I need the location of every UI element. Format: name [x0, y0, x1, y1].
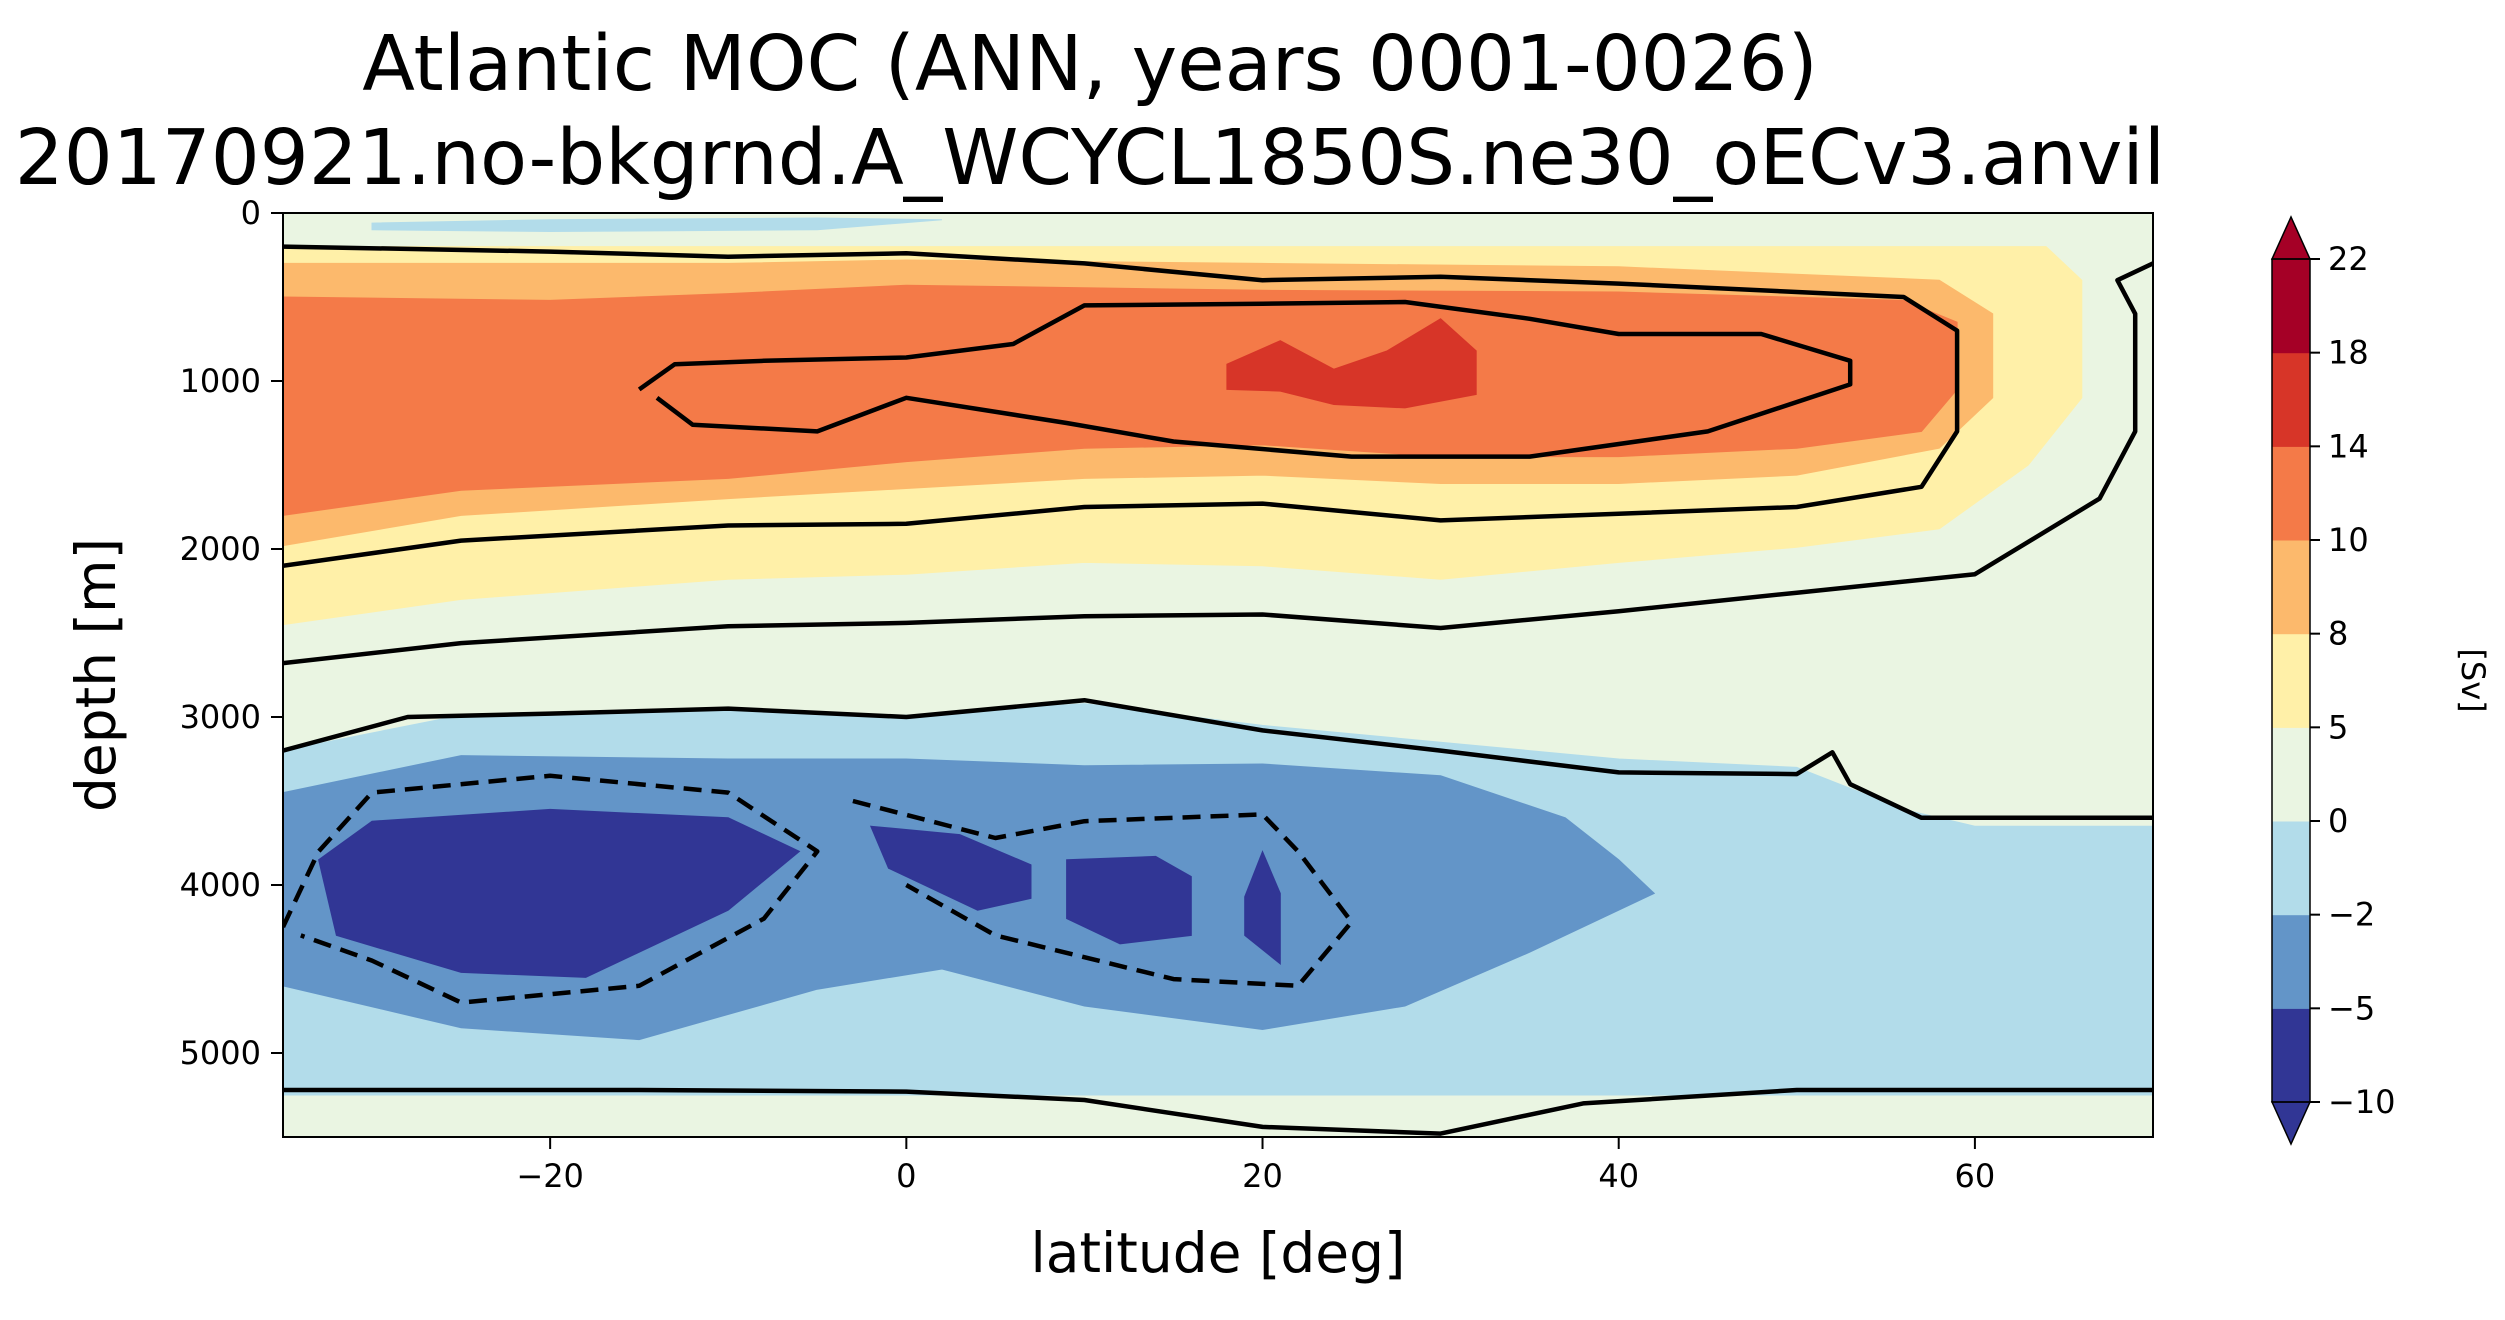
- chart-title: Atlantic MOC (ANN, years 0001-0026): [362, 20, 1818, 109]
- x-axis-title: latitude [deg]: [1030, 1221, 1405, 1285]
- contour-region-4: [1226, 318, 1477, 409]
- colorbar-tick-label: −10: [2328, 1083, 2396, 1121]
- colorbar-segment: [2272, 259, 2310, 354]
- colorbar-segment: [2272, 1008, 2310, 1103]
- contour-region-8: [869, 825, 1032, 911]
- dashed-contour-5: [283, 773, 820, 1005]
- colorbar-tick-label: 8: [2328, 615, 2348, 653]
- y-tick-label: 2000: [180, 530, 261, 568]
- colorbar-segment: [2272, 633, 2310, 728]
- y-tick-label: 4000: [180, 866, 261, 904]
- contour-fill-layer: [283, 213, 2153, 1096]
- x-tick-label: 0: [896, 1157, 916, 1195]
- colorbar: −10 −5 −2 0 5 8 10 14 18 22 [Sv]: [2270, 215, 2492, 1146]
- y-axis: 0 1000 2000 3000 4000 5000: [180, 194, 283, 1072]
- plot-frame: [282, 212, 2154, 1138]
- colorbar-segment: [2272, 914, 2310, 1009]
- colorbar-tick-label: 18: [2328, 334, 2369, 372]
- contour-region-11: [371, 217, 943, 233]
- colorbar-segment: [2272, 821, 2310, 916]
- y-tick-label: 1000: [180, 362, 261, 400]
- colorbar-extend-min: [2270, 1101, 2312, 1146]
- chart-subtitle: 20170921.no-bkgrnd.A_WCYCL1850S.ne30_oEC…: [14, 114, 2166, 203]
- colorbar-segment: [2272, 727, 2310, 822]
- colorbar-tick-label: 5: [2328, 708, 2348, 746]
- colorbar-tick-label: 0: [2328, 802, 2348, 840]
- colorbar-tick-label: −5: [2328, 989, 2375, 1027]
- x-tick-label: 20: [1242, 1157, 1283, 1195]
- y-axis-title: depth [m]: [64, 538, 128, 812]
- colorbar-tick-label: −2: [2328, 896, 2375, 934]
- y-tick-label: 5000: [180, 1034, 261, 1072]
- x-tick-label: −20: [516, 1157, 584, 1195]
- colorbar-extend-max: [2270, 215, 2312, 260]
- colorbar-segment: [2272, 446, 2310, 541]
- colorbar-tick-label: 22: [2328, 240, 2369, 278]
- contour-region-3: [283, 284, 1958, 516]
- contour-region-9: [1066, 855, 1192, 945]
- colorbar-tick-label: 10: [2328, 521, 2369, 559]
- x-tick-label: 60: [1955, 1157, 1996, 1195]
- contour-line-layer: [283, 244, 2153, 1136]
- x-axis: −20 0 20 40 60: [516, 1137, 1995, 1195]
- y-tick-label: 3000: [180, 698, 261, 736]
- solid-contour-3: [283, 697, 2153, 821]
- contour-region-7: [318, 808, 801, 978]
- colorbar-label: [Sv]: [2454, 648, 2492, 712]
- colorbar-tick-label: 14: [2328, 427, 2369, 465]
- y-tick-label: 0: [241, 194, 261, 232]
- dashed-contour-6: [852, 798, 1354, 989]
- colorbar-segment: [2272, 540, 2310, 635]
- solid-contour-1: [283, 244, 1960, 569]
- solid-contour-4: [283, 1087, 2153, 1136]
- colorbar-segment: [2272, 352, 2310, 447]
- solid-contour-0: [283, 261, 2153, 666]
- colorbar-frame: [2271, 258, 2311, 1103]
- solid-contour-2: [637, 299, 1853, 459]
- plot-area: [282, 212, 2154, 1138]
- x-tick-label: 40: [1598, 1157, 1639, 1195]
- contour-region-10: [1244, 850, 1281, 966]
